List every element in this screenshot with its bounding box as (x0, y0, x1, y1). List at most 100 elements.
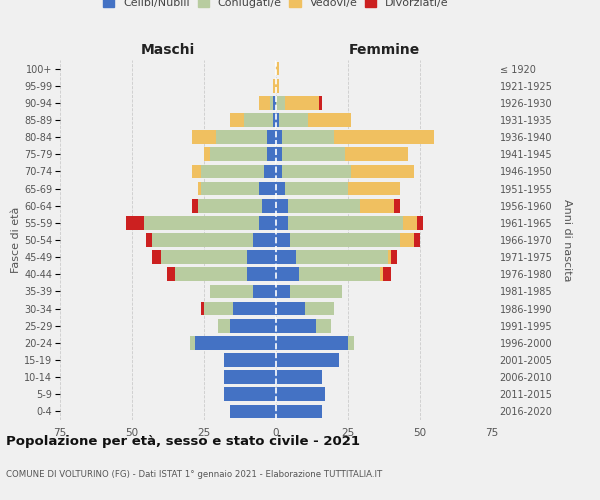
Bar (284, 96, 319, 110)
Bar (279, 113, 308, 127)
Bar (218, 319, 230, 332)
Bar (224, 370, 276, 384)
Bar (210, 284, 253, 298)
Bar (201, 182, 259, 196)
Bar (247, 268, 276, 281)
Bar (282, 148, 345, 161)
Bar (259, 96, 270, 110)
Bar (276, 182, 284, 196)
Bar (276, 148, 282, 161)
Bar (282, 164, 351, 178)
Bar (308, 113, 351, 127)
Text: Popolazione per età, sesso e stato civile - 2021: Popolazione per età, sesso e stato civil… (6, 435, 360, 448)
Bar (204, 148, 210, 161)
Bar (230, 319, 276, 332)
Bar (190, 336, 196, 349)
Bar (175, 268, 247, 281)
Text: Maschi: Maschi (141, 44, 195, 58)
Bar (276, 130, 282, 144)
Bar (270, 96, 273, 110)
Bar (348, 182, 400, 196)
Bar (403, 216, 417, 230)
Bar (305, 302, 334, 316)
Bar (348, 336, 354, 349)
Legend: Celibi/Nubili, Coniugati/e, Vedovi/e, Divorziati/e: Celibi/Nubili, Coniugati/e, Vedovi/e, Di… (99, 0, 453, 13)
Bar (201, 164, 265, 178)
Y-axis label: Fasce di età: Fasce di età (11, 207, 21, 273)
Bar (204, 302, 233, 316)
Bar (391, 250, 397, 264)
Bar (276, 284, 290, 298)
Bar (359, 199, 394, 212)
Bar (126, 216, 143, 230)
Bar (276, 336, 348, 349)
Bar (351, 164, 414, 178)
Bar (276, 404, 322, 418)
Bar (276, 199, 287, 212)
Bar (253, 284, 276, 298)
Bar (265, 164, 276, 178)
Bar (276, 388, 325, 401)
Bar (287, 199, 359, 212)
Bar (193, 164, 201, 178)
Bar (152, 233, 253, 247)
Bar (276, 96, 284, 110)
Bar (299, 268, 380, 281)
Bar (276, 233, 290, 247)
Bar (152, 250, 161, 264)
Bar (167, 268, 175, 281)
Bar (230, 113, 244, 127)
Bar (253, 233, 276, 247)
Bar (383, 268, 391, 281)
Bar (388, 250, 391, 264)
Text: Femmine: Femmine (349, 44, 419, 58)
Bar (290, 233, 400, 247)
Bar (273, 113, 276, 127)
Bar (276, 79, 279, 92)
Bar (262, 199, 276, 212)
Bar (201, 302, 204, 316)
Bar (276, 62, 279, 76)
Bar (273, 96, 276, 110)
Bar (259, 216, 276, 230)
Bar (394, 199, 400, 212)
Bar (247, 250, 276, 264)
Bar (230, 404, 276, 418)
Bar (244, 113, 273, 127)
Bar (276, 113, 279, 127)
Bar (290, 284, 342, 298)
Bar (276, 250, 296, 264)
Bar (161, 250, 247, 264)
Bar (273, 79, 276, 92)
Bar (193, 130, 215, 144)
Bar (417, 216, 423, 230)
Bar (282, 130, 334, 144)
Text: COMUNE DI VOLTURINO (FG) - Dati ISTAT 1° gennaio 2021 - Elaborazione TUTTITALIA.: COMUNE DI VOLTURINO (FG) - Dati ISTAT 1°… (6, 470, 382, 479)
Bar (380, 268, 383, 281)
Bar (276, 164, 282, 178)
Bar (276, 370, 322, 384)
Bar (143, 216, 259, 230)
Bar (268, 148, 276, 161)
Bar (224, 388, 276, 401)
Bar (316, 319, 331, 332)
Bar (345, 148, 409, 161)
Bar (414, 233, 420, 247)
Bar (193, 199, 198, 212)
Bar (334, 130, 434, 144)
Bar (268, 130, 276, 144)
Bar (233, 302, 276, 316)
Bar (259, 182, 276, 196)
Bar (196, 336, 276, 349)
Bar (400, 233, 414, 247)
Bar (276, 216, 287, 230)
Bar (224, 353, 276, 367)
Bar (198, 199, 262, 212)
Bar (146, 233, 152, 247)
Bar (276, 319, 316, 332)
Y-axis label: Anni di nascita: Anni di nascita (562, 198, 572, 281)
Bar (296, 250, 388, 264)
Bar (276, 353, 340, 367)
Bar (215, 130, 268, 144)
Bar (287, 216, 403, 230)
